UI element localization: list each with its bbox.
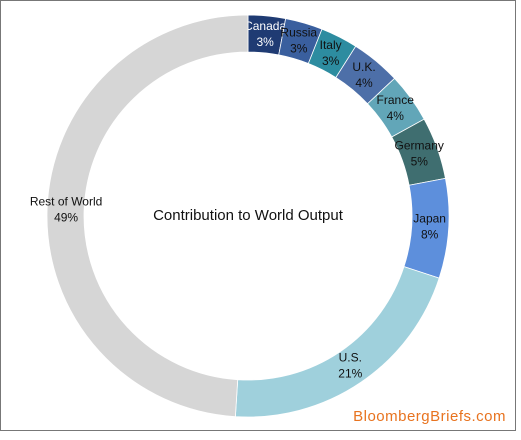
source: BloombergBriefs.com xyxy=(353,408,506,425)
donut-slice xyxy=(46,14,249,418)
slice-value-label: 5% xyxy=(411,155,429,169)
slice-label: Canada xyxy=(244,19,286,33)
slice-label: Rest of World xyxy=(30,194,102,208)
slice-value-label: 4% xyxy=(387,109,405,123)
slice-label: Japan xyxy=(413,212,446,226)
chart-title: Contribution to World Output xyxy=(153,207,344,224)
slice-label: Italy xyxy=(320,38,342,52)
slice-value-label: 3% xyxy=(290,41,308,55)
slice-value-label: 49% xyxy=(54,210,78,224)
slice-value-label: 8% xyxy=(421,228,439,242)
slice-value-label: 4% xyxy=(355,76,373,90)
slice-label: U.S. xyxy=(339,351,362,365)
slice-label: Germany xyxy=(395,139,444,153)
slice-label: Russia xyxy=(280,25,317,39)
slice-label: France xyxy=(377,93,415,107)
slice-value-label: 3% xyxy=(256,35,274,49)
slice-value-label: 21% xyxy=(338,367,362,381)
slice-value-label: 3% xyxy=(322,54,340,68)
slice-label: U.K. xyxy=(352,60,375,74)
